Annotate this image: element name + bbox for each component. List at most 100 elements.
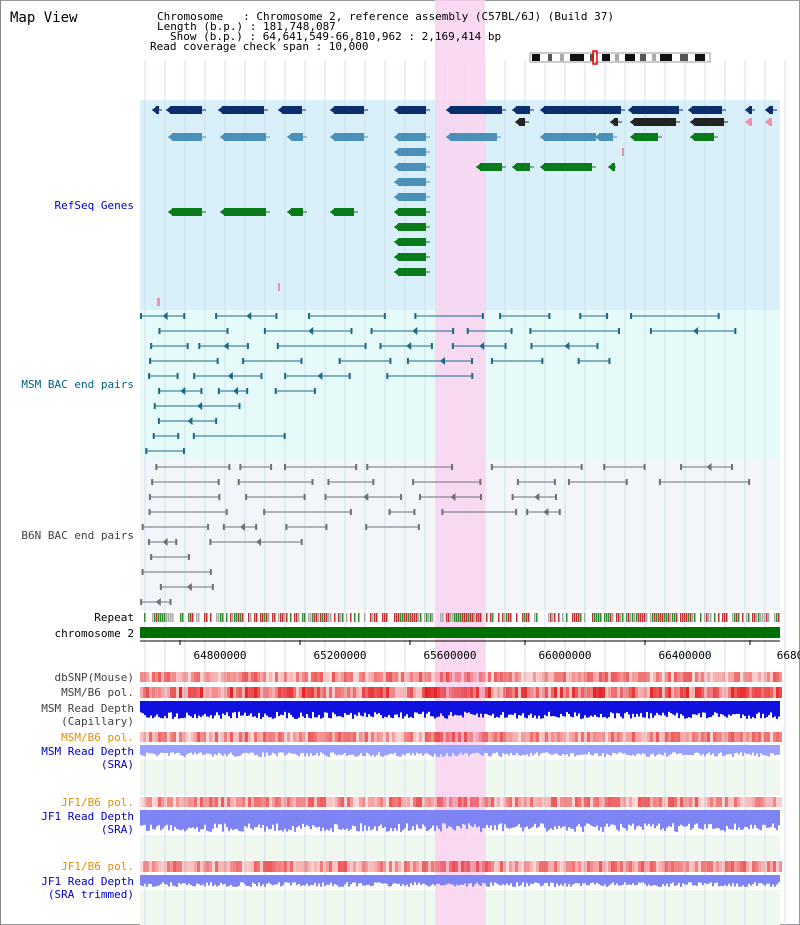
jf1-b6-pol2-density — [302, 861, 305, 872]
refseq-gene — [398, 253, 426, 261]
repeat-mark — [232, 613, 234, 622]
refseq-gene — [222, 106, 264, 114]
msm-sra-depth-bar — [160, 745, 162, 753]
msm-sra-depth-bar — [192, 745, 194, 755]
msm-b6-pol-density — [521, 687, 524, 698]
msm-b6-pol2-density — [713, 732, 716, 742]
msm-b6-pol-track-label[interactable]: MSM/B6 pol. — [61, 686, 134, 699]
msm-capillary-depth-bar — [304, 701, 306, 718]
b6n-bac-pair-end — [218, 494, 221, 500]
jf1-trimmed-depth-bar — [314, 875, 316, 883]
msm-b6-pol2-density — [146, 732, 149, 742]
jf1-b6-pol-density — [392, 797, 395, 807]
dbsnp-density — [491, 672, 494, 682]
jf1-trimmed-depth-bar — [158, 875, 160, 886]
jf1-sra-depth-bar — [706, 810, 708, 829]
jf1-b6-pol2-density — [500, 861, 503, 872]
msm-capillary-depth-bar — [362, 701, 364, 717]
jf1-b6-pol2-density — [665, 861, 668, 872]
repeat-mark — [274, 613, 276, 622]
repeat-mark — [172, 613, 174, 622]
jf1-b6-pol2-density — [275, 861, 278, 872]
msm-sra-depth-bar — [724, 745, 726, 756]
b6n-bac-track-label[interactable]: B6N BAC end pairs — [21, 529, 134, 542]
jf1-b6-pol-density — [728, 797, 731, 807]
msm-b6-pol2-density — [632, 732, 635, 742]
repeat-mark — [408, 613, 410, 622]
msm-depth-sra-label-2[interactable]: (SRA) — [100, 758, 134, 771]
msm-depth-sra-label-1[interactable]: MSM Read Depth — [41, 745, 134, 758]
dbsnp-density — [377, 672, 380, 682]
jf1-sra-depth-bar — [326, 810, 328, 830]
msm-bac-pair-end — [182, 448, 185, 454]
repeat-mark — [458, 613, 460, 622]
jf1-b6-pol2-density — [344, 861, 347, 872]
jf1-depth-sra-label-1[interactable]: JF1 Read Depth — [41, 810, 134, 823]
jf1-b6-pol2-density — [176, 861, 179, 872]
jf1-trimmed-depth-bar — [362, 875, 364, 886]
dbsnp-track-label[interactable]: dbSNP(Mouse) — [54, 671, 134, 684]
msm-capillary-depth-bar — [570, 701, 572, 717]
msm-capillary-depth-bar — [336, 701, 338, 717]
jf1-sra-depth-bar — [548, 810, 550, 830]
jf1-b6-pol-track-label[interactable]: JF1/B6 pol. — [61, 796, 134, 809]
gene-strand-arrow — [168, 133, 173, 141]
msm-b6-pol2-density — [467, 732, 470, 742]
jf1-b6-pol-2-track-label[interactable]: JF1/B6 pol. — [61, 860, 134, 873]
jf1-b6-pol-density — [542, 797, 545, 807]
refseq-gene — [480, 163, 502, 171]
dbsnp-density — [563, 672, 566, 682]
jf1-depth-trimmed-label-1[interactable]: JF1 Read Depth — [41, 875, 134, 888]
gene-strand-arrow — [220, 133, 225, 141]
jf1-b6-pol2-density — [404, 861, 407, 872]
msm-sra-depth-bar — [226, 745, 228, 757]
jf1-sra-depth-bar — [778, 810, 780, 826]
jf1-b6-pol-density — [701, 797, 704, 807]
msm-sra-depth-bar — [408, 745, 410, 753]
msm-sra-depth-bar — [418, 745, 420, 754]
jf1-trimmed-depth-bar — [424, 875, 426, 885]
b6n-bac-pair-end — [419, 494, 422, 500]
msm-capillary-depth-bar — [602, 701, 604, 718]
jf1-trimmed-depth-bar — [572, 875, 574, 885]
msm-capillary-depth-bar — [534, 701, 536, 716]
jf1-sra-depth-bar — [688, 810, 690, 824]
refseq-gene — [769, 106, 773, 114]
dbsnp-density — [527, 672, 530, 682]
jf1-b6-pol2-density — [446, 861, 449, 872]
jf1-sra-depth-bar — [430, 810, 432, 829]
dbsnp-density — [728, 672, 731, 682]
msm-b6-pol-density — [662, 687, 665, 698]
jf1-trimmed-depth-bar — [698, 875, 700, 883]
msm-capillary-depth-bar — [224, 701, 226, 715]
gene-strand-arrow — [152, 106, 157, 114]
jf1-trimmed-depth-bar — [182, 875, 184, 884]
msm-capillary-depth-bar — [616, 701, 618, 713]
msm-depth-capillary-label-2[interactable]: (Capillary) — [61, 715, 134, 728]
msm-sra-depth-bar — [368, 745, 370, 755]
jf1-depth-trimmed-label-2[interactable]: (SRA trimmed) — [47, 888, 134, 901]
refseq-track-label[interactable]: RefSeq Genes — [54, 199, 134, 212]
jf1-b6-pol-density — [488, 797, 491, 807]
repeat-mark — [516, 613, 518, 622]
msm-sra-depth-bar — [594, 745, 596, 754]
msm-b6-pol2-density — [377, 732, 380, 742]
msm-b6-pol-density — [245, 687, 248, 698]
jf1-sra-depth-bar — [368, 810, 370, 827]
repeat-mark — [370, 613, 372, 622]
msm-depth-capillary-label-1[interactable]: MSM Read Depth — [41, 702, 134, 715]
msm-capillary-depth-bar — [536, 701, 538, 719]
msm-b6-pol-density — [671, 687, 674, 698]
msm-sra-depth-bar — [612, 745, 614, 753]
repeat-mark — [672, 613, 674, 622]
msm-b6-pol2-density — [443, 732, 446, 742]
repeat-mark — [346, 613, 348, 622]
msm-bac-track-label[interactable]: MSM BAC end pairs — [21, 378, 134, 391]
gene-strand-arrow — [630, 133, 635, 141]
msm-b6-pol-2-track-label[interactable]: MSM/B6 pol. — [61, 731, 134, 744]
jf1-b6-pol-density — [359, 797, 362, 807]
jf1-b6-pol-density — [710, 797, 713, 807]
jf1-depth-sra-label-2[interactable]: (SRA) — [100, 823, 134, 836]
repeat-mark — [472, 613, 474, 622]
